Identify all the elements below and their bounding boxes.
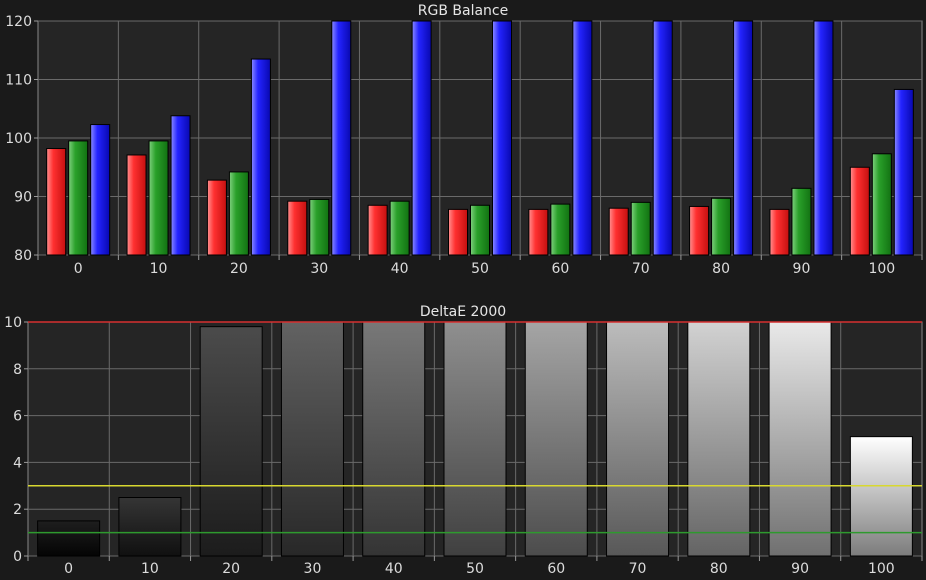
rgb-x-tick-label: 20 [230, 261, 248, 277]
rgb-bar-blue [893, 88, 914, 256]
deltae-y-tick-label: 8 [13, 362, 22, 378]
rgb-bar-red [206, 179, 227, 256]
deltae-bar [280, 321, 344, 557]
rgb-x-tick-label: 50 [471, 261, 489, 277]
rgb-x-tick-label: 90 [793, 261, 811, 277]
rgb-balance-title: RGB Balance [418, 3, 508, 19]
rgb-bar-blue [90, 124, 111, 256]
rgb-y-tick-label: 120 [5, 14, 32, 30]
deltae-y-tick-label: 4 [13, 455, 22, 471]
rgb-x-tick-label: 10 [150, 261, 168, 277]
rgb-bar-green [550, 203, 571, 256]
deltae-y-tick-label: 6 [13, 409, 22, 425]
rgb-y-tick-label: 90 [14, 190, 32, 206]
deltae-x-tick-label: 10 [141, 561, 159, 576]
deltae-y-tick-label: 0 [13, 549, 22, 565]
rgb-x-tick-label: 80 [712, 261, 730, 277]
deltae-bar [362, 321, 426, 557]
deltae-x-tick-label: 50 [466, 561, 484, 576]
rgb-bar-blue [492, 20, 512, 256]
deltae-bar [768, 321, 832, 557]
rgb-x-tick-label: 60 [551, 261, 569, 277]
rgb-bar-blue [411, 20, 432, 256]
deltae-x-tick-label: 20 [222, 561, 240, 576]
rgb-y-tick-label: 80 [14, 248, 32, 264]
rgb-bar-green [148, 140, 169, 256]
rgb-bar-blue [733, 20, 754, 256]
rgb-bar-green [711, 197, 732, 256]
deltae-bar [118, 497, 182, 557]
rgb-bar-red [689, 205, 710, 256]
rgb-bar-green [389, 200, 410, 256]
deltae-bar [443, 321, 507, 557]
rgb-bar-green [228, 171, 249, 256]
deltae-x-tick-label: 0 [64, 561, 73, 576]
rgb-bar-blue [652, 20, 673, 256]
rgb-bar-green [791, 187, 812, 256]
rgb-bar-blue [331, 20, 352, 256]
deltae-bar [199, 326, 263, 557]
rgb-bar-red [528, 208, 549, 256]
deltae-bar [524, 321, 588, 557]
deltae-bar [37, 520, 101, 557]
deltae-bar [687, 321, 751, 557]
deltae-x-tick-label: 90 [791, 561, 809, 576]
deltae-y-tick-label: 2 [13, 502, 22, 518]
rgb-x-tick-label: 30 [310, 261, 328, 277]
rgb-bar-red [769, 208, 790, 256]
rgb-bar-blue [813, 20, 834, 256]
deltae-x-tick-label: 100 [868, 561, 895, 576]
rgb-x-tick-label: 40 [391, 261, 409, 277]
rgb-bar-red [287, 200, 308, 256]
deltae-x-tick-label: 30 [304, 561, 322, 576]
rgb-bar-blue [572, 20, 593, 256]
rgb-bar-red [849, 166, 870, 256]
deltae-y-tick-label: 10 [4, 315, 22, 331]
rgb-x-tick-label: 70 [632, 261, 650, 277]
rgb-bar-red [608, 207, 629, 256]
deltae-bar [606, 321, 670, 557]
rgb-bar-green [309, 198, 330, 256]
rgb-x-tick-label: 0 [74, 261, 83, 277]
rgb-bar-red [126, 154, 147, 256]
rgb-bar-green [68, 140, 89, 256]
rgb-x-tick-label: 100 [868, 261, 895, 277]
deltae-bar [849, 436, 913, 557]
deltae-title: DeltaE 2000 [420, 304, 506, 320]
rgb-y-tick-label: 100 [5, 131, 32, 147]
rgb-bar-red [367, 204, 388, 256]
rgb-bar-green [871, 153, 892, 256]
rgb-bar-green [470, 204, 490, 256]
deltae-x-tick-label: 60 [547, 561, 565, 576]
deltae-x-tick-label: 40 [385, 561, 403, 576]
rgb-bar-blue [170, 115, 191, 256]
rgb-bar-green [630, 201, 651, 256]
rgb-bar-red [448, 208, 468, 256]
deltae-x-tick-label: 80 [710, 561, 728, 576]
deltae-x-tick-label: 70 [629, 561, 647, 576]
rgb-bar-blue [250, 58, 271, 256]
rgb-bar-red [46, 148, 67, 256]
rgb-y-tick-label: 110 [5, 73, 32, 89]
